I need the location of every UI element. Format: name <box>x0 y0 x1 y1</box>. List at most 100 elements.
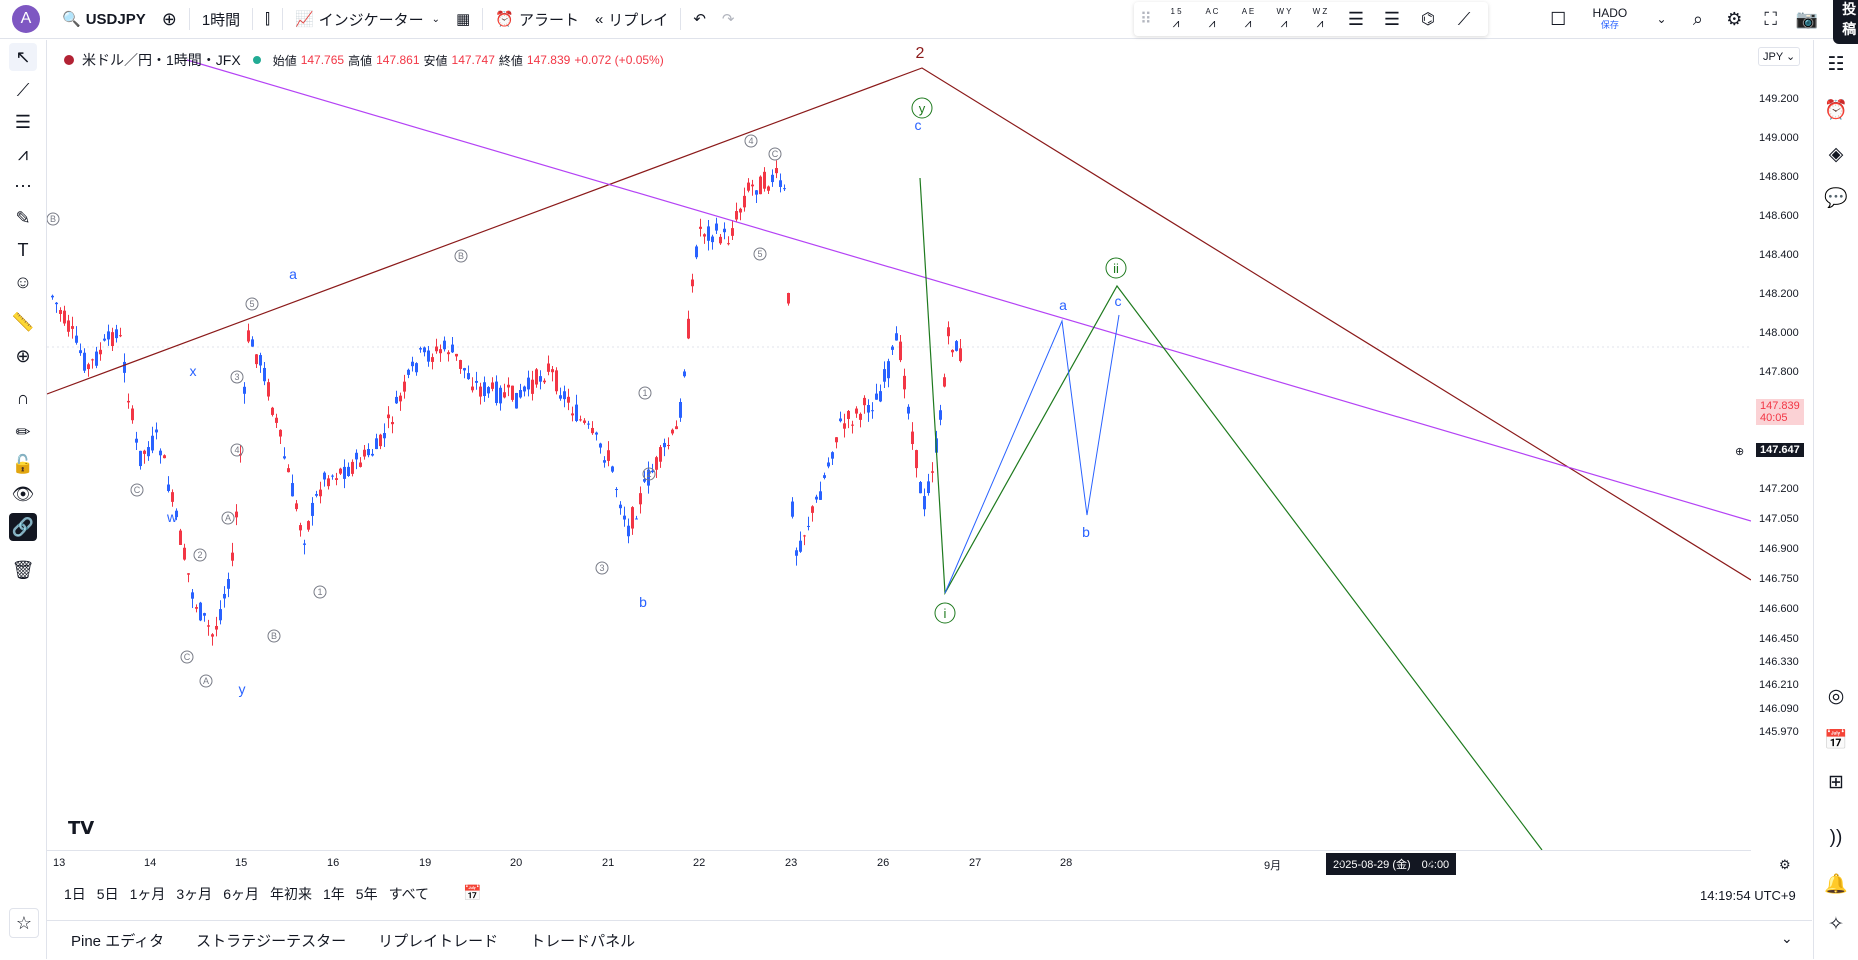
camera-icon[interactable]: 📷 <box>1795 8 1819 29</box>
layers-icon[interactable]: ◈ <box>1828 143 1844 165</box>
candle-body <box>643 479 646 482</box>
candle-body <box>715 223 718 231</box>
watchlist-icon[interactable]: ☷ <box>1827 53 1845 75</box>
candle-body <box>307 521 310 530</box>
star-icon[interactable]: ☆ <box>9 908 39 938</box>
candle-body <box>791 501 794 517</box>
range-button[interactable]: 年初来 <box>269 886 312 902</box>
elliott-triangle-tool[interactable]: A E ⩘ <box>1241 6 1255 30</box>
wave-label-circled: 3 <box>599 563 604 573</box>
price-tick: 146.210 <box>1759 679 1799 691</box>
alarm-clock-icon[interactable]: ⏰ <box>1824 100 1848 121</box>
zoom-in-icon[interactable]: ⊕ <box>15 345 31 366</box>
symbol-search[interactable]: 🔍 USDJPY <box>54 0 154 38</box>
currency-selector[interactable]: JPY ⌄ <box>1758 47 1801 66</box>
candle-body <box>659 447 662 462</box>
trash-icon[interactable]: 🗑 <box>11 559 35 580</box>
panel-minimize-icon[interactable]: ⌄ <box>1781 930 1793 946</box>
broadcast-icon[interactable]: )) <box>1829 827 1843 848</box>
wave-label-x: x <box>190 363 197 379</box>
bottom-tab[interactable]: リプレイトレード <box>378 933 499 950</box>
trend-line-icon[interactable]: ⟋ <box>16 79 30 100</box>
undo-button[interactable]: ↶ <box>685 0 714 38</box>
chevron-down-icon[interactable]: ⌄ <box>1656 12 1667 26</box>
drag-handle-icon[interactable]: ⠿ <box>1140 11 1152 28</box>
range-button[interactable]: 1ヶ月 <box>129 886 166 902</box>
templates-button[interactable]: ▦ <box>448 0 478 38</box>
redo-button[interactable]: ↷ <box>714 0 743 38</box>
goto-date-icon[interactable]: 📅 <box>463 885 482 902</box>
eye-icon[interactable]: 👁 <box>11 483 35 504</box>
lock-icon[interactable]: 🔓 <box>11 453 35 474</box>
candle-body <box>783 188 786 190</box>
range-button[interactable]: 1日 <box>64 886 86 902</box>
bell-icon[interactable]: 🔔 <box>1824 874 1848 895</box>
settings-icon[interactable]: ⚙ <box>1726 8 1743 29</box>
price-chart[interactable]: 2 y ii i a x w y b c a b c B 5 3 4 C B 1 2 A B C A 1… <box>47 38 1751 850</box>
elliott-triple-combo-tool[interactable]: W Z ⩘ <box>1312 6 1328 30</box>
change-value: +0.072 (+0.05%) <box>574 53 664 67</box>
candle-body <box>771 174 774 183</box>
cursor-icon[interactable]: ↖ <box>9 43 37 71</box>
range-button[interactable]: 5年 <box>355 886 378 902</box>
legend-symbol-name[interactable]: 米ドル／円・1時間・JFX <box>82 52 241 68</box>
candle-body <box>763 171 766 189</box>
plus-circle-icon: ⊕ <box>161 8 177 29</box>
wave-circle <box>193 548 207 562</box>
candle-body <box>291 483 294 497</box>
fib-fan-tool[interactable]: ☰ <box>1374 9 1410 30</box>
layout-icon[interactable]: ☐ <box>1550 8 1567 29</box>
quick-search-icon[interactable]: ⌕ <box>1692 8 1703 29</box>
elliott-double-combo-tool[interactable]: W Y ⩘ <box>1276 6 1292 30</box>
ruler-icon[interactable]: 📏 <box>11 311 35 332</box>
pattern-icon[interactable]: ⩘ <box>17 143 29 164</box>
range-button[interactable]: 6ヶ月 <box>223 886 259 902</box>
target-icon[interactable]: ◎ <box>1827 685 1845 707</box>
magnet-icon[interactable]: ∩ <box>16 387 30 408</box>
time-tick: 19 <box>419 857 432 869</box>
fib-retracement-tool[interactable]: ☰ <box>1338 9 1374 30</box>
help-icon[interactable]: ✧ <box>1828 913 1844 935</box>
candle-body <box>363 449 366 457</box>
candle-body <box>855 408 858 414</box>
emoji-icon[interactable]: ☺ <box>13 271 33 292</box>
lock-drawing-icon[interactable]: ✏ <box>15 421 31 442</box>
range-button[interactable]: 1年 <box>322 886 345 902</box>
compare-button[interactable]: ⊕ <box>154 0 185 38</box>
axis-settings-icon[interactable]: ⚙ <box>1779 857 1791 872</box>
elliott-impulse-tool[interactable]: 1 5 ⩘ <box>1170 6 1182 30</box>
apps-icon[interactable]: ⊞ <box>1828 771 1844 793</box>
bottom-tab[interactable]: トレードパネル <box>530 933 636 950</box>
bottom-tab[interactable]: ストラテジーテスター <box>196 933 347 950</box>
time-axis[interactable]: 2025-08-29 (金) 04:00 13 14 15 16 19 20 21 22 23 2… <box>47 850 1751 875</box>
bottom-tab[interactable]: Pine エディタ <box>71 933 165 950</box>
link-icon[interactable]: 🔗 <box>9 513 37 541</box>
elliott-correction-tool[interactable]: A C ⩘ <box>1205 6 1219 30</box>
chat-icon[interactable]: 💬 <box>1824 188 1848 209</box>
add-alert-icon[interactable]: ⊕ <box>1735 446 1745 458</box>
fullscreen-icon[interactable]: ⛶ <box>1764 8 1777 29</box>
text-icon[interactable]: T <box>17 239 29 260</box>
layout-name[interactable]: HADO 保存 <box>1592 6 1628 30</box>
user-avatar[interactable]: A <box>12 5 40 33</box>
chart-type-button[interactable]: ⫿ <box>257 0 278 38</box>
trend-line-tool[interactable]: ⟋ <box>1446 9 1482 30</box>
range-button[interactable]: 5日 <box>96 886 119 902</box>
pattern-tool[interactable]: ⌬ <box>1410 9 1446 29</box>
range-button[interactable]: すべて <box>388 886 430 902</box>
candle-body <box>111 332 114 347</box>
alert-button[interactable]: ⏰ アラート <box>487 0 587 38</box>
clock[interactable]: 14:19:54 UTC+9 <box>1700 888 1796 903</box>
interval-button[interactable]: 1時間 <box>194 0 248 38</box>
post-button[interactable]: 投稿 <box>1833 0 1858 44</box>
candle-body <box>895 333 898 341</box>
candle-body <box>243 386 246 394</box>
brush-icon[interactable]: ✎ <box>15 207 31 228</box>
forecast-icon[interactable]: ⋯ <box>14 175 32 196</box>
fib-icon[interactable]: ☰ <box>14 111 32 132</box>
candle-body <box>319 489 322 497</box>
replay-button[interactable]: «リプレイ <box>587 0 676 38</box>
range-button[interactable]: 3ヶ月 <box>176 886 213 902</box>
indicators-button[interactable]: 📈 インジケーター ⌄ <box>287 0 448 38</box>
calendar-icon[interactable]: 📅 <box>1824 730 1848 751</box>
